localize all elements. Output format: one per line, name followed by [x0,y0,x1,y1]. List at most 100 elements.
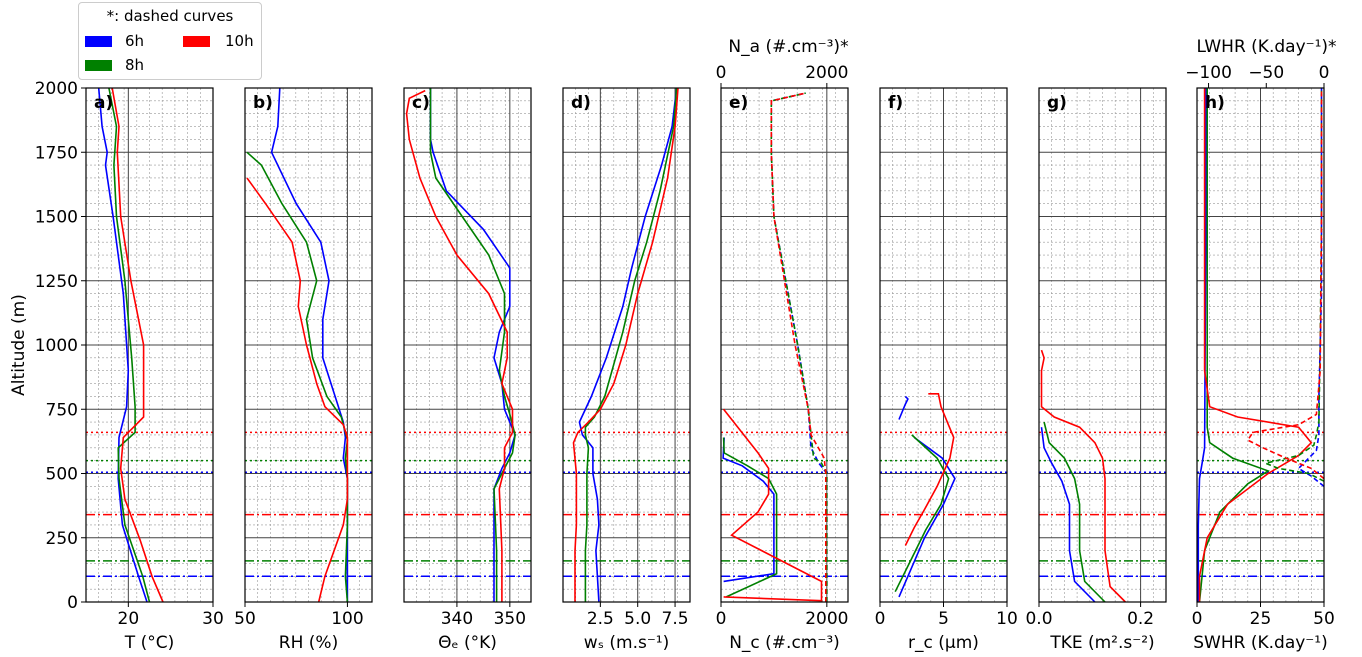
x-axis-label: wₛ (m.s⁻¹) [584,633,670,653]
y-tick-label: 500 [46,465,78,485]
y-tick-label: 250 [46,529,78,549]
panel-label: g) [1047,93,1067,113]
x-tick-label: 0.2 [1127,609,1154,629]
legend: *: dashed curves 6h 8h 10h [78,2,262,80]
series-line-2 [894,434,950,593]
legend-label-10h: 10h [225,32,254,50]
x-tick-label: 20 [118,609,140,629]
top-tick-label: 2000 [805,63,848,83]
panel-label: c) [412,93,430,113]
series-line-0 [1040,427,1096,603]
panel-label: f) [888,93,903,113]
top-axis-label: LWHR (K.day⁻¹)* [1196,37,1336,57]
x-tick-label: 0 [716,609,727,629]
panel-frame [720,87,849,603]
legend-swatch-6h [85,36,112,47]
series-line-dashed-5 [1246,88,1325,480]
y-tick-label: 2000 [35,79,78,99]
panel-1 [244,87,373,607]
x-axis-label: N_c (#.cm⁻³) [729,633,840,653]
series-line-1 [246,151,349,603]
y-tick-label: 0 [67,593,78,613]
x-tick-label: 100 [331,609,363,629]
x-tick-label: 0 [1192,609,1203,629]
legend-label-6h: 6h [125,32,145,50]
x-tick-label: 0.0 [1025,609,1052,629]
series-line-0 [1197,88,1207,602]
series-line-3 [904,393,955,546]
top-tick-label: −50 [1248,63,1284,83]
panel-frame [562,87,691,603]
series-line-1 [1043,421,1106,603]
x-tick-label: 10 [996,609,1018,629]
panel-label: e) [729,93,748,113]
series-line-0 [97,87,148,603]
series-line-2 [405,89,514,602]
series-line-1 [722,437,778,598]
series-line-0 [429,88,516,602]
top-tick-label: −100 [1185,63,1232,83]
series-line-0 [722,437,775,583]
x-tick-label: 50 [234,609,256,629]
panel-label: a) [94,93,113,113]
y-tick-label: 1500 [35,208,78,228]
x-tick-label: 0 [875,609,886,629]
series-line-1 [898,395,909,420]
x-tick-label: 340 [441,609,473,629]
x-tick-label: 5 [938,609,949,629]
legend-swatch-8h [85,60,112,71]
top-tick-label: 0 [716,63,727,83]
panel-4 [720,83,849,607]
panel-frame [403,87,532,603]
x-axis-label: SWHR (K.day⁻¹) [1193,633,1327,653]
panel-2 [403,87,532,607]
panel-6 [1038,87,1167,607]
x-tick-label: 30 [202,609,224,629]
panel-frame [85,87,214,603]
x-axis-label: TKE (m².s⁻²) [1049,633,1154,653]
x-axis-label: T (°C) [124,633,174,653]
y-tick-label: 1750 [35,143,78,163]
legend-label-8h: 8h [125,56,145,74]
series-line-0 [898,436,956,598]
series-line-dashed-4 [770,92,828,602]
y-tick-label: 1250 [35,272,78,292]
x-tick-label: 2000 [805,609,848,629]
series-line-dashed-5 [770,92,827,602]
legend-swatch-10h [183,36,210,47]
y-tick-label: 1000 [35,336,78,356]
series-line-2 [246,177,349,603]
y-axis-label: Altitude (m) [9,294,29,396]
panel-frame [1038,87,1167,603]
top-axis-label: N_a (#.cm⁻³)* [728,37,848,57]
y-tick-label: 750 [46,400,78,420]
x-tick-label: 350 [494,609,526,629]
x-tick-label: 5.0 [624,609,651,629]
x-axis-label: r_c (µm) [908,633,979,653]
x-tick-label: 2.5 [587,609,614,629]
series-line-0 [578,87,678,603]
panel-frame [244,87,373,603]
x-axis-label: RH (%) [279,633,338,653]
series-line-2 [1198,88,1313,602]
panel-0 [85,87,214,607]
legend-title: *: dashed curves [106,7,234,25]
panel-3 [562,87,691,607]
series-line-2 [111,87,164,603]
x-tick-label: 50 [1313,609,1335,629]
panel-label: b) [253,93,273,113]
panel-label: h) [1205,93,1225,113]
panel-label: d) [571,93,591,113]
series-line-dashed-3 [770,92,828,602]
x-tick-label: 25 [1250,609,1272,629]
panel-7 [1196,83,1325,607]
series-line-2 [722,408,823,602]
series-line-1 [108,87,151,603]
top-tick-label: 0 [1319,63,1330,83]
panel-5 [879,87,1008,607]
series-line-2 [572,87,679,602]
x-tick-label: 7.5 [662,609,689,629]
x-axis-label: Θₑ (°K) [438,633,497,653]
